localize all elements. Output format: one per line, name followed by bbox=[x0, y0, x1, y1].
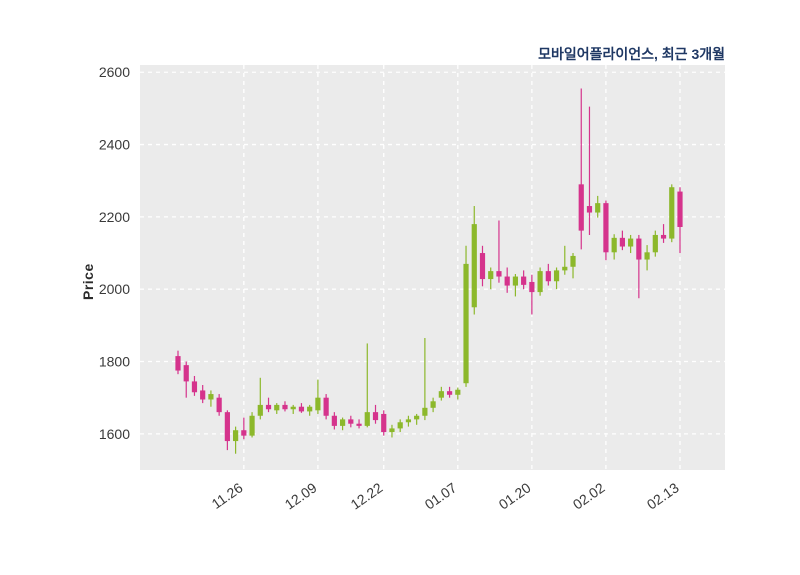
candle-body bbox=[660, 234, 667, 239]
candle-body bbox=[430, 401, 436, 408]
candle-body bbox=[241, 430, 247, 436]
candle-body bbox=[315, 397, 321, 411]
candle-body bbox=[224, 412, 230, 442]
candle-body bbox=[298, 406, 305, 412]
candle-body bbox=[545, 271, 551, 282]
candle-body bbox=[455, 389, 461, 395]
x-tick-label: 12.22 bbox=[348, 479, 386, 512]
candle-body bbox=[414, 415, 420, 420]
candle-body bbox=[529, 281, 535, 293]
y-tick-label: 1600 bbox=[99, 426, 130, 442]
candle-body bbox=[257, 404, 263, 416]
candle-body bbox=[652, 234, 658, 253]
candle-body bbox=[521, 276, 527, 285]
candle-body bbox=[323, 397, 329, 416]
candle-body bbox=[479, 253, 486, 280]
candle-body bbox=[504, 276, 510, 286]
y-tick-label: 2200 bbox=[99, 209, 130, 225]
candle-body bbox=[562, 266, 568, 271]
candle-body bbox=[636, 238, 642, 260]
candle-body bbox=[446, 391, 453, 395]
candle-body bbox=[611, 237, 617, 253]
candle-body bbox=[669, 187, 675, 239]
candle-body bbox=[339, 419, 346, 426]
x-tick-label: 12.09 bbox=[282, 479, 320, 512]
y-tick-label: 2600 bbox=[99, 64, 130, 80]
candle-body bbox=[249, 415, 255, 436]
candle-body bbox=[405, 419, 412, 423]
candle-body bbox=[372, 412, 379, 421]
candle-body bbox=[471, 224, 477, 308]
chart-title: 모바일어플라이언스, 최근 3개월 bbox=[538, 46, 725, 62]
candle-body bbox=[282, 404, 288, 410]
candle-body bbox=[274, 404, 280, 411]
candle-body bbox=[422, 407, 428, 416]
candle-body bbox=[356, 423, 362, 426]
candle-body bbox=[208, 394, 214, 400]
x-tick-label: 01.07 bbox=[422, 479, 460, 512]
x-tick-label: 02.02 bbox=[570, 479, 608, 512]
candle-body bbox=[488, 271, 494, 280]
candle-body bbox=[619, 237, 625, 247]
candle-body bbox=[307, 406, 313, 412]
candle-body bbox=[265, 404, 272, 410]
candle-body bbox=[364, 412, 370, 426]
candle-body bbox=[183, 365, 189, 382]
candle-body bbox=[677, 191, 683, 227]
candle-body bbox=[595, 203, 601, 213]
x-tick-label: 02.13 bbox=[644, 479, 682, 512]
y-tick-label: 1800 bbox=[99, 354, 130, 370]
candle-body bbox=[290, 406, 296, 410]
plot-background bbox=[140, 65, 725, 470]
candle-body bbox=[381, 413, 387, 433]
y-axis-label: Price bbox=[80, 263, 96, 300]
candle-body bbox=[496, 271, 502, 277]
candle-body bbox=[537, 271, 543, 293]
candle-body bbox=[512, 276, 519, 286]
candle-body bbox=[463, 263, 469, 384]
x-tick-label: 01.20 bbox=[496, 479, 534, 512]
candle-body bbox=[603, 203, 609, 253]
y-tick-label: 2000 bbox=[99, 281, 130, 297]
candle-body bbox=[216, 397, 222, 413]
candle-body bbox=[233, 430, 239, 442]
candle-body bbox=[578, 184, 584, 231]
candle-body bbox=[200, 390, 206, 400]
candle-body bbox=[553, 270, 560, 282]
candle-body bbox=[397, 422, 403, 429]
candle-body bbox=[628, 238, 634, 247]
candle-body bbox=[331, 415, 337, 426]
candle-body bbox=[438, 391, 444, 398]
candle-body bbox=[586, 206, 593, 213]
candle-body bbox=[644, 252, 650, 260]
candle-body bbox=[570, 255, 576, 267]
candle-body bbox=[175, 356, 181, 371]
candle-body bbox=[191, 381, 198, 393]
x-tick-label: 11.26 bbox=[209, 479, 246, 512]
y-tick-label: 2400 bbox=[99, 137, 130, 153]
candle-body bbox=[389, 428, 395, 433]
candle-body bbox=[348, 419, 354, 424]
